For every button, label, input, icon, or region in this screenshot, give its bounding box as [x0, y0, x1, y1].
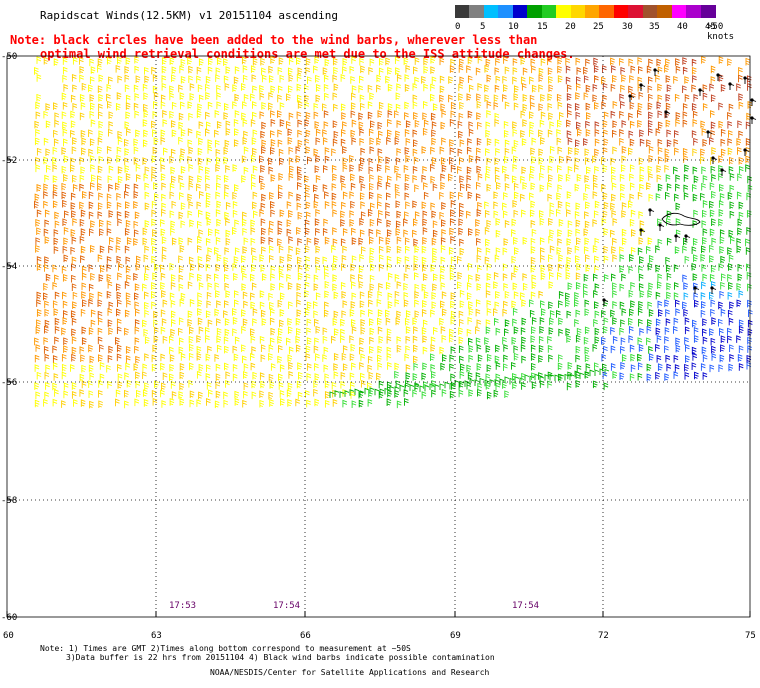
- legend-label: 35: [649, 22, 660, 32]
- x-axis-label: 75: [745, 631, 756, 641]
- legend-swatch: [642, 5, 658, 18]
- y-axis-label: -60: [1, 613, 17, 623]
- contaminated-barb: [659, 224, 665, 231]
- wind-barb-group: [34, 55, 753, 364]
- contaminated-barb: [699, 89, 705, 96]
- legend-swatch: [570, 5, 586, 18]
- contaminated-barb: [711, 287, 717, 294]
- legend-swatch: [455, 5, 470, 18]
- contaminated-barb: [629, 95, 635, 102]
- island-outline: [661, 212, 701, 226]
- legend-label: 15: [537, 22, 548, 32]
- contaminated-barb: [694, 287, 700, 294]
- plot-border: [6, 55, 751, 618]
- contaminated-barb: [751, 117, 757, 124]
- footnote-line2: 3)Data buffer is 22 hrs from 20151104 4)…: [66, 653, 495, 662]
- contaminated-barb: [721, 169, 727, 176]
- wind-barbs-layer: [34, 55, 757, 409]
- legend-label: 20: [565, 22, 576, 32]
- credit-line: NOAA/NESDIS/Center for Satellite Applica…: [210, 668, 490, 677]
- legend-swatch: [498, 5, 514, 18]
- legend-label: 0: [455, 22, 461, 32]
- attitude-note-line2: optimal wind retrieval conditions are me…: [40, 47, 575, 61]
- wind-barb-group: [34, 55, 733, 409]
- measurement-time: 17:53: [169, 601, 196, 611]
- contaminated-barb: [685, 235, 691, 242]
- contaminated-barb: [665, 111, 671, 118]
- contaminated-barb: [707, 131, 713, 138]
- legend-swatch: [527, 5, 543, 18]
- grid-lines: [7, 56, 750, 617]
- legend-label: 25: [593, 22, 604, 32]
- legend-swatch: [541, 5, 557, 18]
- y-axis-label: -50: [1, 52, 17, 62]
- map-title: Rapidscat Winds(12.5KM) v1 20151104 asce…: [40, 9, 339, 22]
- wind-barb-group: [34, 55, 654, 409]
- legend-swatch: [657, 5, 673, 18]
- y-axis-label: -52: [1, 156, 17, 166]
- contaminated-barb: [717, 74, 723, 81]
- legend-label: >50 knots: [707, 22, 735, 42]
- x-axis-label: 63: [151, 631, 162, 641]
- wind-barb-group: [565, 57, 752, 148]
- contaminated-barb: [744, 77, 750, 84]
- wind-barb-group: [329, 164, 752, 408]
- wind-barb-group: [655, 299, 753, 380]
- y-axis-label: -54: [1, 262, 17, 272]
- wind-barb-group: [34, 58, 751, 363]
- measurement-time: 17:54: [512, 601, 539, 611]
- x-axis-label: 72: [598, 631, 609, 641]
- measurement-time: 17:54: [273, 601, 300, 611]
- legend-swatch: [512, 5, 528, 18]
- contaminated-barb: [712, 157, 718, 164]
- contaminated-barb: [640, 229, 646, 236]
- wind-barb-group: [683, 280, 744, 300]
- legend-swatch: [585, 5, 600, 18]
- legend-swatch: [671, 5, 687, 18]
- legend-label: 45: [705, 22, 716, 32]
- legend-label: 30: [622, 22, 633, 32]
- contaminated-barb: [603, 299, 609, 306]
- legend-swatch: [556, 5, 572, 18]
- contaminated-barb: [675, 235, 681, 242]
- time-labels: 17:53 17:54 17:54: [169, 601, 539, 611]
- legend-swatch: [686, 5, 702, 18]
- x-axis-label: 69: [450, 631, 461, 641]
- contaminated-barb: [654, 69, 660, 76]
- legend-label: 10: [508, 22, 519, 32]
- y-axis-label: -58: [1, 496, 17, 506]
- legend-label: 40: [677, 22, 688, 32]
- legend-swatch: [613, 5, 629, 18]
- x-axis-label: 60: [3, 631, 14, 641]
- wind-barb-group: [601, 274, 753, 382]
- legend-swatch: [599, 5, 615, 18]
- contaminated-barb: [729, 83, 735, 90]
- speed-legend: 0 5 10 15 20 25 30 35 40 45 >50 knots: [455, 5, 734, 42]
- plot-frame: [6, 55, 751, 618]
- legend-swatch: [483, 5, 499, 18]
- contaminated-barb: [649, 209, 655, 216]
- legend-label: 5: [480, 22, 486, 32]
- legend-swatch: [628, 5, 644, 18]
- axis-labels: -50 -52 -54 -56 -58 -60 60 63 66 69 72 75: [1, 52, 756, 641]
- legend-swatch: [700, 5, 716, 18]
- wind-barb-group: [342, 164, 753, 409]
- contaminated-barb: [640, 84, 646, 91]
- x-axis-label: 66: [300, 631, 311, 641]
- contaminated-barb: [751, 99, 757, 106]
- footnote-line1: Note: 1) Times are GMT 2)Times along bot…: [40, 644, 411, 653]
- contaminated-barb: [744, 149, 750, 156]
- legend-swatch: [469, 5, 485, 18]
- y-axis-label: -56: [1, 378, 17, 388]
- attitude-note-line1: Note: black circles have been added to t…: [10, 33, 538, 47]
